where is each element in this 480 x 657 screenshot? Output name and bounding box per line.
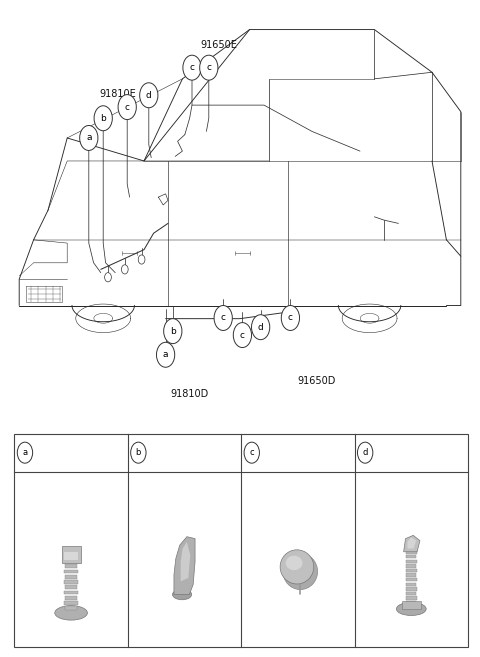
Text: 91513A: 91513A: [158, 447, 196, 458]
Circle shape: [140, 83, 158, 108]
Circle shape: [80, 125, 98, 150]
Bar: [65, 575, 77, 579]
Bar: [406, 569, 417, 572]
Bar: [406, 587, 417, 591]
Circle shape: [105, 273, 111, 282]
Bar: [406, 597, 417, 600]
Bar: [64, 591, 78, 595]
Text: c: c: [190, 63, 194, 72]
Bar: [407, 601, 416, 604]
Text: d: d: [258, 323, 264, 332]
Circle shape: [94, 106, 112, 131]
Text: c: c: [221, 313, 226, 323]
Bar: [406, 578, 417, 581]
Text: 91650D: 91650D: [298, 376, 336, 386]
Bar: [407, 564, 416, 568]
Circle shape: [183, 55, 201, 80]
Text: a: a: [86, 133, 92, 143]
Text: c: c: [250, 448, 254, 457]
Circle shape: [131, 442, 146, 463]
Bar: [65, 564, 77, 568]
Text: 91115A: 91115A: [45, 447, 83, 458]
Polygon shape: [180, 542, 190, 581]
Bar: [65, 606, 77, 610]
Bar: [64, 559, 78, 563]
Text: d: d: [146, 91, 152, 100]
Circle shape: [164, 319, 182, 344]
Circle shape: [281, 306, 300, 330]
Circle shape: [358, 442, 373, 463]
Text: 91115B: 91115B: [385, 447, 423, 458]
Text: c: c: [288, 313, 293, 323]
FancyBboxPatch shape: [61, 546, 81, 563]
Text: c: c: [206, 63, 211, 72]
Circle shape: [17, 442, 33, 463]
Text: 91513G: 91513G: [272, 447, 310, 458]
Bar: [64, 570, 78, 574]
Text: c: c: [240, 330, 245, 340]
Bar: [64, 601, 78, 605]
Bar: [402, 601, 421, 609]
Ellipse shape: [172, 589, 192, 600]
Text: 91650E: 91650E: [200, 40, 237, 50]
Bar: [65, 596, 77, 600]
Text: c: c: [125, 102, 130, 112]
Bar: [407, 574, 416, 577]
Ellipse shape: [55, 606, 87, 620]
Circle shape: [156, 342, 175, 367]
Ellipse shape: [280, 550, 314, 584]
Text: 91810E: 91810E: [99, 89, 136, 99]
Text: d: d: [362, 448, 368, 457]
Circle shape: [118, 95, 136, 120]
Bar: [407, 592, 416, 595]
Ellipse shape: [396, 602, 426, 616]
Ellipse shape: [286, 556, 302, 570]
Text: b: b: [170, 327, 176, 336]
Circle shape: [121, 265, 128, 274]
Circle shape: [252, 315, 270, 340]
FancyBboxPatch shape: [64, 553, 78, 560]
Circle shape: [233, 323, 252, 348]
Bar: [65, 585, 77, 589]
Text: a: a: [23, 448, 27, 457]
Bar: [14, 434, 468, 647]
Polygon shape: [404, 535, 420, 552]
Text: a: a: [163, 350, 168, 359]
Text: b: b: [100, 114, 106, 123]
Circle shape: [138, 255, 145, 264]
Text: 91810D: 91810D: [170, 389, 209, 399]
Polygon shape: [408, 537, 416, 549]
Circle shape: [200, 55, 218, 80]
Circle shape: [244, 442, 259, 463]
Ellipse shape: [283, 553, 318, 589]
Bar: [64, 580, 78, 584]
Circle shape: [214, 306, 232, 330]
Bar: [407, 555, 416, 558]
Bar: [406, 560, 417, 563]
Text: b: b: [136, 448, 141, 457]
Bar: [407, 583, 416, 586]
Bar: [406, 551, 417, 554]
Polygon shape: [174, 537, 195, 595]
